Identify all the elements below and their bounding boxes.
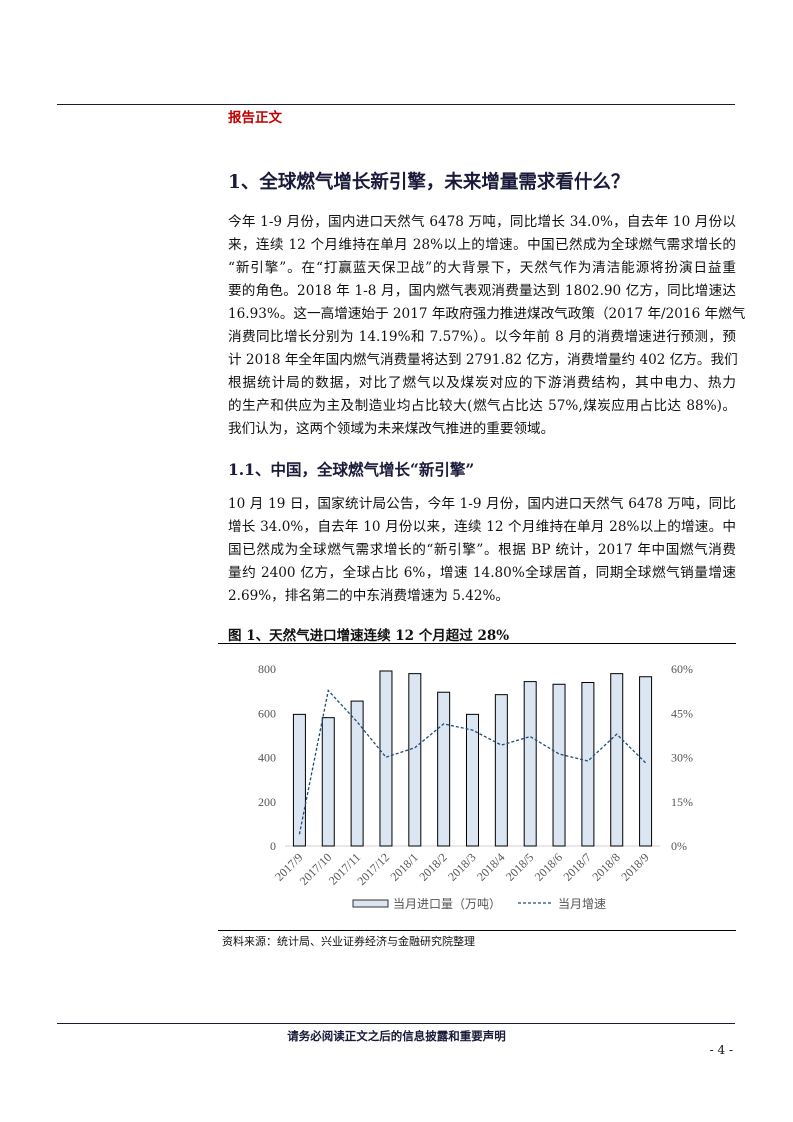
bar-2017/9 [292,713,306,847]
footer-divider [57,1023,735,1024]
bar-2018/1 [408,673,422,847]
text-line: 量约 2400 亿方，全球占比 6%，增速 14.80%全球居首，同期全球燃气销… [228,565,736,581]
text-line: 要的角色。2018 年 1-8 月，国内燃气表观消费量达到 1802.90 亿方… [228,283,736,299]
text-line: 增长 34.0%，自去年 10 月份以来，连续 12 个月维持在单月 28%以上… [228,519,736,535]
x-tick-label: 2017/12 [354,850,392,888]
x-tick-label: 2018/6 [532,850,565,883]
figure-bottom-rule [218,930,736,931]
header-divider [57,104,735,105]
bar-2017/11 [350,700,364,847]
figure-title: 图 1、天然气进口增速连续 12 个月超过 28% [228,628,510,644]
y-right-tick-label: 60% [671,662,693,676]
bar-2017/12 [379,670,393,847]
heading-1: 1、全球燃气增长新引擎，未来增量需求看什么？ [228,172,630,193]
legend-bar-label: 当月进口量（万吨） [393,897,501,911]
text-line: 的生产和供应为主及制造业均占比较大(燃气占比达 57%,煤炭应用占比达 88%)… [228,398,736,414]
text-line: 2.69%，排名第二的中东消费增速为 5.42%。 [228,588,510,604]
y-right-tick-label: 30% [671,751,693,765]
legend-line-label: 当月增速 [558,897,606,911]
y-right-tick-label: 45% [671,706,693,720]
x-tick-label: 2018/8 [589,850,622,883]
growth-line [298,689,647,835]
figure-top-rule [218,643,736,644]
y-left-tick-label: 200 [258,795,276,809]
paragraph-1: 今年 1-9 月份，国内进口天然气 6478 万吨，同比增长 34.0%，自去年… [228,211,746,441]
text-line: “新引擎”。在“打赢蓝天保卫战”的大背景下，天然气作为清洁能源将扮演日益重 [228,260,736,276]
x-tick-label: 2018/4 [474,850,507,883]
bar-2017/10 [321,717,335,847]
paragraph-2: 10 月 19 日，国家统计局公告，今年 1-9 月份，国内进口天然气 6478… [228,493,736,608]
bar-2018/2 [437,691,451,847]
x-tick-label: 2018/9 [618,850,651,883]
heading-2: 1.1、中国，全球燃气增长“新引擎” [228,460,475,479]
bar-2018/5 [523,681,537,847]
x-tick-label: 2018/1 [387,850,420,883]
bar-2018/8 [610,673,624,847]
y-right-tick-label: 0% [671,839,687,853]
y-left-tick-label: 600 [258,706,276,720]
text-line: 消费同比增长分别为 14.19%和 7.57%）。以今年前 8 月的消费增速进行… [228,329,736,345]
text-line: 今年 1-9 月份，国内进口天然气 6478 万吨，同比增长 34.0%，自去年… [228,214,736,230]
x-tick-label: 2018/5 [503,850,536,883]
import-chart: 02004006008000%15%30%45%60%2017/92017/10… [258,662,693,911]
x-tick-label: 2018/3 [445,850,478,883]
text-line: 计 2018 年全年国内燃气消费量将达到 2791.82 亿方，消费增量约 40… [228,352,738,368]
source-note: 资料来源：统计局、兴业证券经济与金融研究院整理 [222,935,475,948]
bar-2018/3 [466,713,479,847]
x-tick-label: 2018/7 [561,850,594,883]
y-left-tick-label: 400 [258,751,276,765]
text-line: 10 月 19 日，国家统计局公告，今年 1-9 月份，国内进口天然气 6478… [228,496,736,512]
y-left-tick-label: 0 [270,839,276,853]
y-right-tick-label: 15% [671,795,693,809]
section-label: 报告正文 [228,110,282,126]
page-number: - 4 - [709,1043,733,1057]
legend-bar-swatch [352,899,389,908]
bar-2018/9 [639,676,653,847]
bar-2018/7 [581,681,595,847]
text-line: 根据统计局的数据，对比了燃气以及煤炭对应的下游消费结构，其中电力、热力 [228,375,736,391]
footer-disclaimer: 请务必阅读正文之后的信息披露和重要声明 [287,1029,506,1043]
bar-2018/4 [494,694,508,847]
y-left-tick-label: 800 [258,662,276,676]
bar-2018/6 [552,683,566,847]
text-line: 16.93%。这一高增速始于 2017 年政府强力推进煤改气政策（2017 年/… [228,306,746,322]
text-line: 来，连续 12 个月维持在单月 28%以上的增速。中国已然成为全球燃气需求增长的 [228,237,736,253]
x-tick-label: 2018/2 [416,850,449,883]
text-line: 我们认为，这两个领域为未来煤改气推进的重要领域。 [228,421,555,437]
text-line: 国已然成为全球燃气需求增长的“新引擎”。根据 BP 统计，2017 年中国燃气消… [228,542,736,558]
x-tick-label: 2017/10 [297,850,335,888]
